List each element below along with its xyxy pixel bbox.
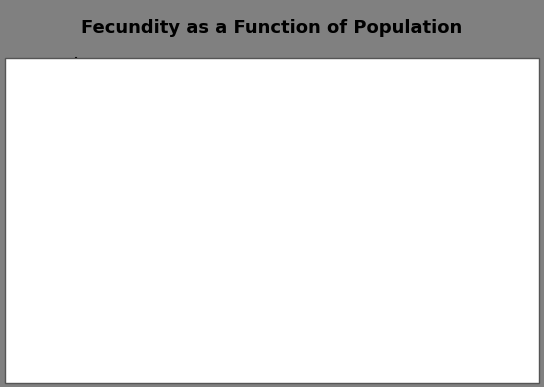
Text: Fecundity as a Function of Population: Fecundity as a Function of Population [82,19,462,37]
X-axis label: Number of worms: Number of worms [226,363,378,378]
Y-axis label: Number of eggs per female: Number of eggs per female [28,78,42,313]
